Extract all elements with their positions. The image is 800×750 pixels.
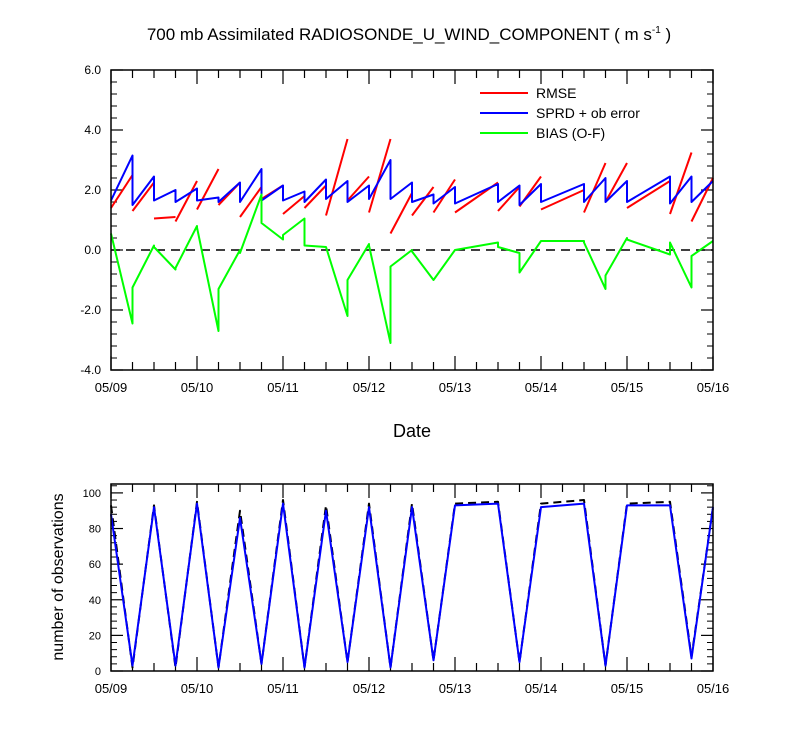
bottom-x-tick-label: 05/11 (267, 681, 299, 696)
series-rmse-line-segment (174, 180, 198, 222)
series-rmse-line-segment (626, 180, 671, 209)
bottom-x-tick-label: 05/16 (697, 681, 730, 696)
bottom-x-tick-label: 05/14 (525, 681, 558, 696)
top-axis-ticks (110, 69, 714, 371)
top-x-tick-label: 05/16 (697, 380, 730, 395)
top-x-tick-label: 05/12 (353, 380, 386, 395)
series-sprd-ob-error-line (110, 154, 714, 206)
top-y-tick-label: -4.0 (80, 363, 101, 377)
top-y-tick-label: 6.0 (84, 63, 101, 77)
top-plot-frame (110, 69, 714, 371)
bottom-x-tick-label: 05/10 (181, 681, 214, 696)
top-plot-area: -4.0 -2.0 0.0 2.0 4.0 6.0 05/09 05/10 05/11 05/1… (80, 63, 729, 395)
top-y-tick-labels: -4.0 -2.0 0.0 2.0 4.0 6.0 (80, 63, 101, 377)
top-y-tick-label: 0.0 (84, 243, 101, 257)
top-x-tick-label: 05/15 (611, 380, 644, 395)
top-x-tick-label: 05/13 (439, 380, 472, 395)
series-rmse-line-segment (389, 192, 413, 234)
bottom-series-dashed-line (110, 499, 714, 669)
bottom-y-tick-labels: 0 20 40 60 80 100 (83, 488, 101, 678)
bottom-x-tick-label: 05/09 (95, 681, 128, 696)
series-rmse-line-segment (497, 186, 521, 212)
top-chart-title: 700 mb Assimilated RADIOSONDE_U_WIND_COM… (147, 25, 671, 44)
bottom-x-tick-labels: 05/09 05/10 05/11 05/12 05/13 05/14 05/15 05/16 (95, 681, 730, 696)
series-rmse-line-segment (239, 186, 263, 218)
series-rmse-line-segment (346, 175, 370, 202)
top-y-tick-label: 2.0 (84, 183, 101, 197)
bottom-series-solid-line (110, 502, 714, 669)
series-rmse-line-segment (368, 138, 392, 213)
bottom-y-axis-title: number of observations (50, 493, 67, 660)
series-rmse-line-segment (131, 181, 155, 212)
series-rmse-line-segment (604, 162, 628, 203)
top-y-tick-label: 4.0 (84, 123, 101, 137)
bottom-x-tick-label: 05/13 (439, 681, 472, 696)
series-rmse-line-segment (196, 168, 220, 210)
series-rmse-line-segment (110, 174, 134, 209)
top-x-tick-labels: 05/09 05/10 05/11 05/12 05/13 05/14 05/15 05/16 (95, 380, 730, 395)
series-rmse-line-segment (669, 152, 693, 215)
bottom-y-tick-label: 100 (83, 488, 101, 500)
legend-label-rmse: RMSE (536, 85, 576, 101)
top-y-tick-label: -2.0 (80, 303, 101, 317)
bottom-plot-frame (110, 483, 714, 672)
bottom-x-tick-label: 05/12 (353, 681, 386, 696)
series-rmse-line-segment (540, 189, 585, 211)
top-x-axis-title: Date (393, 421, 431, 441)
series-rmse-line-segment (153, 216, 176, 220)
top-series-group (110, 138, 714, 344)
bottom-y-tick-label: 20 (89, 630, 101, 642)
series-rmse-line-segment (282, 195, 306, 215)
series-rmse-line-segment (583, 162, 607, 213)
legend-label-sprd-ob-error: SPRD + ob error (536, 105, 640, 121)
legend-label-bias-o-f: BIAS (O-F) (536, 125, 605, 141)
series-bias-o-f-line (110, 193, 714, 344)
top-x-tick-label: 05/14 (525, 380, 558, 395)
top-x-tick-label: 05/10 (181, 380, 214, 395)
legend: RMSE SPRD + ob error BIAS (O-F) (480, 85, 640, 141)
bottom-y-tick-label: 60 (89, 559, 101, 571)
top-x-tick-label: 05/11 (267, 380, 299, 395)
bottom-series-group (110, 499, 714, 669)
series-rmse-line-segment (411, 186, 435, 217)
bottom-y-tick-label: 40 (89, 595, 101, 607)
top-x-tick-label: 05/09 (95, 380, 128, 395)
bottom-x-tick-label: 05/15 (611, 681, 644, 696)
bottom-y-tick-label: 0 (95, 666, 101, 678)
series-rmse-line-segment (325, 138, 349, 216)
bottom-y-tick-label: 80 (89, 524, 101, 536)
series-rmse-line-segment (303, 184, 327, 209)
